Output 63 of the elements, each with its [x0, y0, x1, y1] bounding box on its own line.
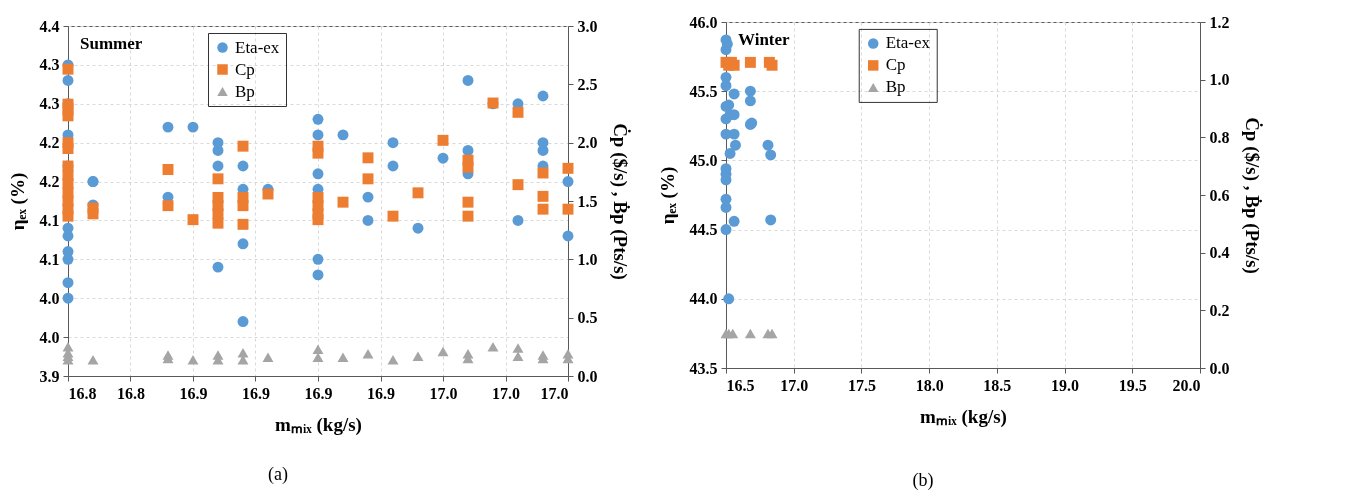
y-tick-label: 4.3 [39, 56, 60, 74]
y2-tick-label: 0.5 [577, 309, 598, 327]
y-tick-label: 46.0 [689, 13, 718, 31]
x-tick-label: 18.5 [983, 376, 1012, 394]
text: (a) [268, 464, 288, 485]
y2-tick-label: 1.2 [1209, 13, 1230, 31]
y-tick-label: 43.5 [689, 359, 718, 377]
x-tick-label: 18.0 [915, 376, 944, 394]
y-tick-label: 4.0 [39, 328, 60, 346]
text: (b) [912, 470, 934, 491]
x-tick-label: 17.0 [780, 376, 809, 394]
y2-axis-title: Ċp ($/s) , Ḃp (Pts/s) [1240, 117, 1263, 274]
x-axis-title: mₘᵢₓ (kg/s) [920, 405, 1007, 428]
legend-label: Eta-ex [885, 33, 931, 53]
y2-tick-label: 1.0 [577, 250, 598, 268]
x-tick-label: 17.5 [847, 376, 876, 394]
legend-label: Bp [885, 77, 906, 97]
x-tick-label: 17.0 [429, 384, 458, 402]
legend-label: Eta-ex [235, 37, 280, 57]
y2-tick-label: 0.0 [1209, 359, 1230, 377]
y-tick-label: 3.9 [39, 367, 60, 385]
x-tick-label: 16.9 [242, 384, 270, 402]
y-tick-label: 4.2 [39, 134, 60, 152]
y-tick-label: 4.1 [39, 211, 60, 229]
y2-tick-label: 1.5 [577, 192, 598, 210]
y2-tick-label: 0.2 [1209, 301, 1230, 319]
x-tick-label: 16.8 [68, 384, 97, 402]
x-tick-label: 17.0 [492, 384, 520, 402]
y2-tick-label: 2.5 [577, 75, 598, 93]
y-axis-title: ηₑₓ (%) [656, 166, 679, 225]
y-tick-label: 4.4 [39, 17, 60, 35]
legend-label: Bp [235, 81, 255, 101]
y-tick-label: 4.3 [39, 95, 60, 113]
y-tick-label: 45.0 [689, 151, 718, 169]
y-tick-label: 45.5 [689, 82, 718, 100]
y2-tick-label: 1.0 [1209, 71, 1230, 89]
y2-tick-label: 0.4 [1209, 244, 1230, 262]
y2-tick-label: 2.0 [577, 134, 598, 152]
y-tick-label: 4.2 [39, 173, 60, 191]
y2-tick-label: 0.6 [1209, 186, 1230, 204]
x-tick-label: 16.8 [117, 384, 145, 402]
y-axis-title: ηₑₓ (%) [6, 172, 29, 231]
x-tick-label: 17.0 [540, 384, 569, 402]
y2-tick-label: 0.0 [577, 367, 598, 385]
x-tick-label: 20.0 [1172, 376, 1201, 394]
x-tick-label: 19.0 [1051, 376, 1080, 394]
y-tick-label: 44.0 [689, 290, 718, 308]
y2-axis-title: Ċp ($/s) , Ḃp (Pts/s) [608, 123, 631, 280]
x-tick-label: 16.5 [726, 376, 755, 394]
legend-label: Cp [235, 59, 255, 79]
text: Winter [738, 30, 791, 49]
x-tick-label: 16.9 [304, 384, 333, 402]
y2-tick-label: 3.0 [577, 17, 598, 35]
y-tick-label: 4.0 [39, 289, 60, 307]
x-tick-label: 16.9 [367, 384, 395, 402]
y-tick-label: 44.5 [689, 221, 718, 239]
y2-tick-label: 0.8 [1209, 128, 1230, 146]
x-axis-title: mₘᵢₓ (kg/s) [275, 413, 362, 436]
legend-label: Cp [885, 55, 906, 75]
chart-title: Summer [80, 34, 143, 53]
x-tick-label: 16.9 [179, 384, 208, 402]
x-tick-label: 19.5 [1118, 376, 1147, 394]
y-tick-label: 4.1 [39, 250, 60, 268]
